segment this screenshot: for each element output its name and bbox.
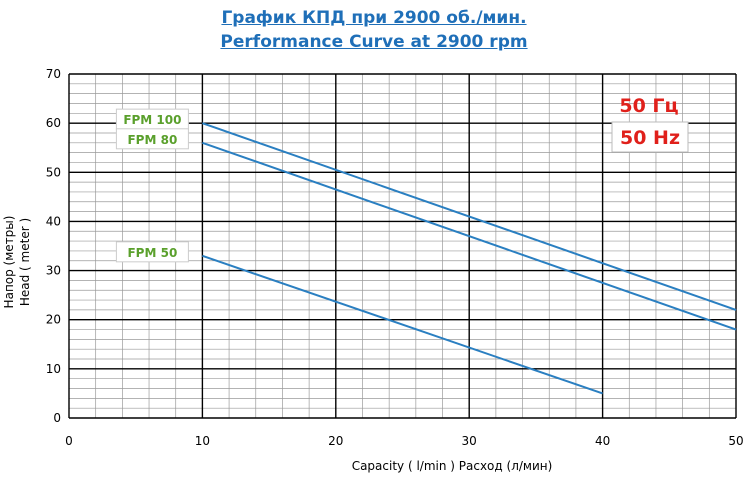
series-lines (202, 122, 737, 395)
series-label-fpm-100: FPM 100 (115, 108, 189, 130)
grid-minor (69, 74, 736, 418)
y-tick-label: 10 (46, 362, 61, 376)
y-tick-label: 40 (46, 214, 61, 228)
chart-title-ru: График КПД при 2900 об./мин. (221, 8, 527, 28)
series-line-fpm-80 (202, 141, 737, 331)
series-label-text: FPM 80 (127, 133, 177, 147)
x-tick-label: 10 (195, 434, 210, 448)
x-tick-label: 40 (595, 434, 610, 448)
freq-label-en: 50 Hz (620, 127, 680, 149)
y-tick-label: 70 (46, 67, 61, 81)
freq-box (611, 121, 689, 153)
series-label-text: FPM 100 (123, 113, 181, 127)
y-tick-label: 0 (53, 411, 61, 425)
series-label-text: FPM 50 (127, 246, 177, 260)
y-tick-label: 30 (46, 264, 61, 278)
series-line-fpm-50 (202, 254, 603, 395)
x-tick-label: 50 (728, 434, 743, 448)
y-axis-label-en: Head ( meter ) (18, 218, 32, 306)
series-label-fpm-80: FPM 80 (115, 128, 189, 150)
x-tick-label: 30 (462, 434, 477, 448)
y-tick-labels: 0 10 20 30 40 50 60 70 (46, 67, 61, 425)
series-labels: FPM 100 FPM 80 FPM 50 (115, 108, 189, 263)
y-tick-label: 20 (46, 313, 61, 327)
series-label-box (115, 241, 189, 263)
x-tick-labels: 0 10 20 30 40 50 (65, 434, 743, 448)
series-line-fpm-100 (202, 122, 737, 311)
series-label-fpm-50: FPM 50 (115, 241, 189, 263)
x-axis-label: Capacity ( l/min ) Расход (л/мин) (352, 459, 553, 473)
y-axis-label-ru: Напор (метры) (2, 216, 16, 309)
x-tick-label: 0 (65, 434, 73, 448)
y-tick-label: 60 (46, 116, 61, 130)
series-label-box (115, 128, 189, 150)
x-tick-label: 20 (328, 434, 343, 448)
chart-title-en: Performance Curve at 2900 rpm (220, 32, 528, 52)
y-tick-label: 50 (46, 165, 61, 179)
freq-label-ru: 50 Гц (619, 95, 678, 117)
